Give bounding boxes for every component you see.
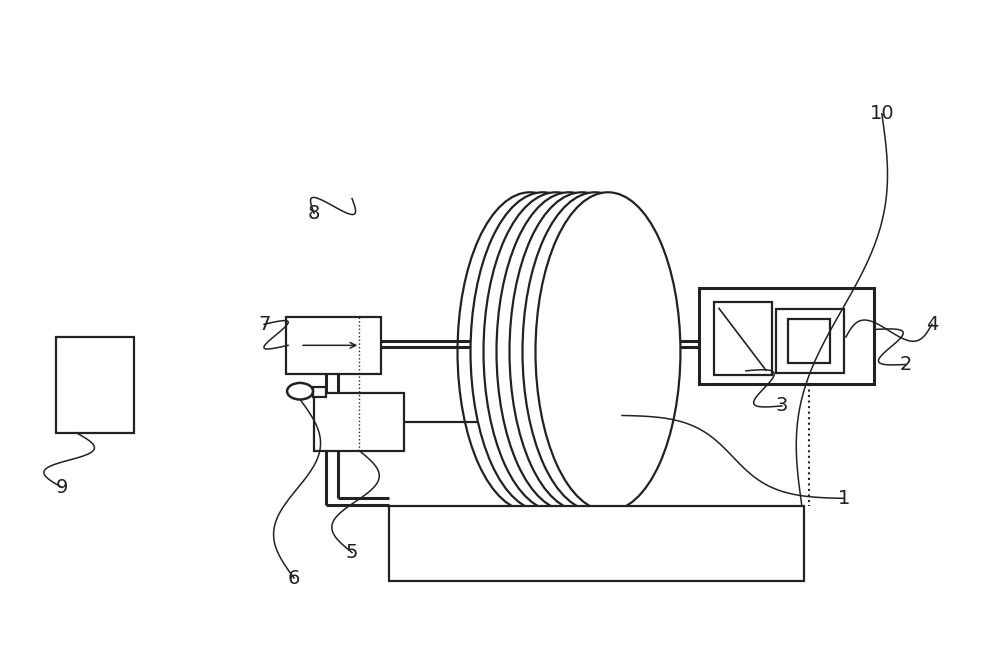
Text: 9: 9 [56, 478, 69, 497]
Ellipse shape [535, 193, 680, 511]
Text: 8: 8 [307, 204, 321, 223]
Bar [776, 309, 844, 373]
Ellipse shape [458, 193, 603, 511]
Text: 10: 10 [870, 105, 894, 123]
Bar [56, 337, 134, 433]
Text: 1: 1 [838, 489, 850, 508]
Bar [314, 393, 404, 450]
Bar [788, 319, 830, 362]
Text: 5: 5 [346, 543, 358, 562]
Text: 3: 3 [776, 397, 788, 415]
Bar [286, 317, 381, 374]
Bar [714, 302, 772, 375]
Text: 7: 7 [258, 315, 270, 334]
Ellipse shape [484, 193, 628, 511]
Ellipse shape [509, 193, 654, 511]
Ellipse shape [522, 193, 667, 511]
Text: 2: 2 [900, 355, 912, 374]
Bar [313, 387, 326, 397]
Text: 4: 4 [925, 315, 938, 334]
Text: 6: 6 [288, 568, 300, 588]
Ellipse shape [497, 193, 641, 511]
Ellipse shape [471, 193, 616, 511]
Bar [699, 288, 874, 384]
Bar [389, 506, 804, 581]
